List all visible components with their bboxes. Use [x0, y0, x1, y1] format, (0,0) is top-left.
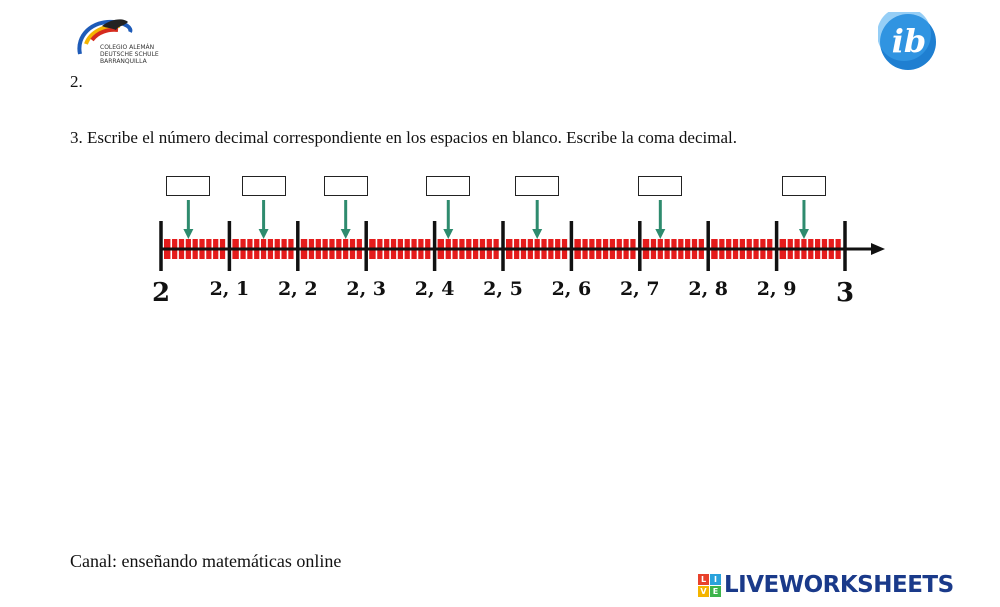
liveworksheets-brand-name: LIVEWORKSHEETS: [724, 572, 954, 598]
axis-arrow-head: [871, 243, 885, 255]
answer-input-7[interactable]: [781, 176, 826, 196]
salamander-logo-icon: [77, 19, 133, 55]
pointer-arrow-head: [798, 229, 809, 239]
tick-label: 2, 4: [415, 278, 455, 300]
pointer-arrow-head: [183, 229, 194, 239]
school-logo-line-2: DEUTSCHE SCHULE: [100, 51, 159, 58]
tick-label: 2, 7: [620, 278, 660, 300]
answer-input-5[interactable]: [515, 176, 560, 196]
school-logo-line-3: BARRANQUILLA: [100, 58, 147, 65]
ib-logo: ib: [877, 7, 940, 72]
tick-label: 2, 9: [757, 278, 797, 300]
tick-label: 2, 3: [346, 278, 386, 300]
ib-logo-icon: ib: [877, 7, 936, 70]
tick-label: 3: [836, 278, 854, 308]
brand-letter-l: L: [698, 573, 709, 585]
tick-label: 2, 5: [483, 278, 523, 300]
pointer-arrow-head: [532, 229, 543, 239]
answer-input-6[interactable]: [638, 176, 683, 196]
answer-input-2[interactable]: [241, 176, 286, 196]
pointer-arrow-head: [340, 229, 351, 239]
ib-logo-text: ib: [892, 22, 927, 60]
number-line: 2 2, 1 2, 2 2, 3 2, 4 2, 5 2, 6 2, 7 2, 8 2, 9 3: [152, 200, 885, 308]
tick-label: 2, 1: [210, 278, 250, 300]
pointer-arrow-head: [258, 229, 269, 239]
tick-label: 2, 2: [278, 278, 318, 300]
channel-text: Canal: enseñando matemáticas online: [70, 551, 342, 571]
school-logo-line-1: COLEGIO ALEMÁN: [100, 44, 155, 51]
tick-label: 2, 6: [552, 278, 592, 300]
tick-label: 2: [152, 278, 170, 308]
answer-input-1[interactable]: [166, 176, 211, 196]
answer-input-3[interactable]: [323, 176, 368, 196]
item-2-label: 2.: [70, 72, 83, 91]
brand-letter-e: E: [710, 585, 721, 597]
brand-letter-v: V: [698, 585, 709, 597]
liveworksheets-logo[interactable]: L I V E LIVEWORKSHEETS: [698, 572, 954, 598]
school-logo: COLEGIO ALEMÁN DEUTSCHE SCHULE BARRANQUI…: [72, 14, 164, 70]
tick-label: 2, 8: [688, 278, 728, 300]
answer-input-4[interactable]: [426, 176, 471, 196]
brand-letter-i: I: [710, 573, 721, 585]
item-3-instruction: 3. Escribe el número decimal correspondi…: [70, 128, 737, 147]
pointer-arrow-head: [655, 229, 666, 239]
pointer-arrow-head: [443, 229, 454, 239]
liveworksheets-squares-icon: L I V E: [698, 573, 721, 597]
